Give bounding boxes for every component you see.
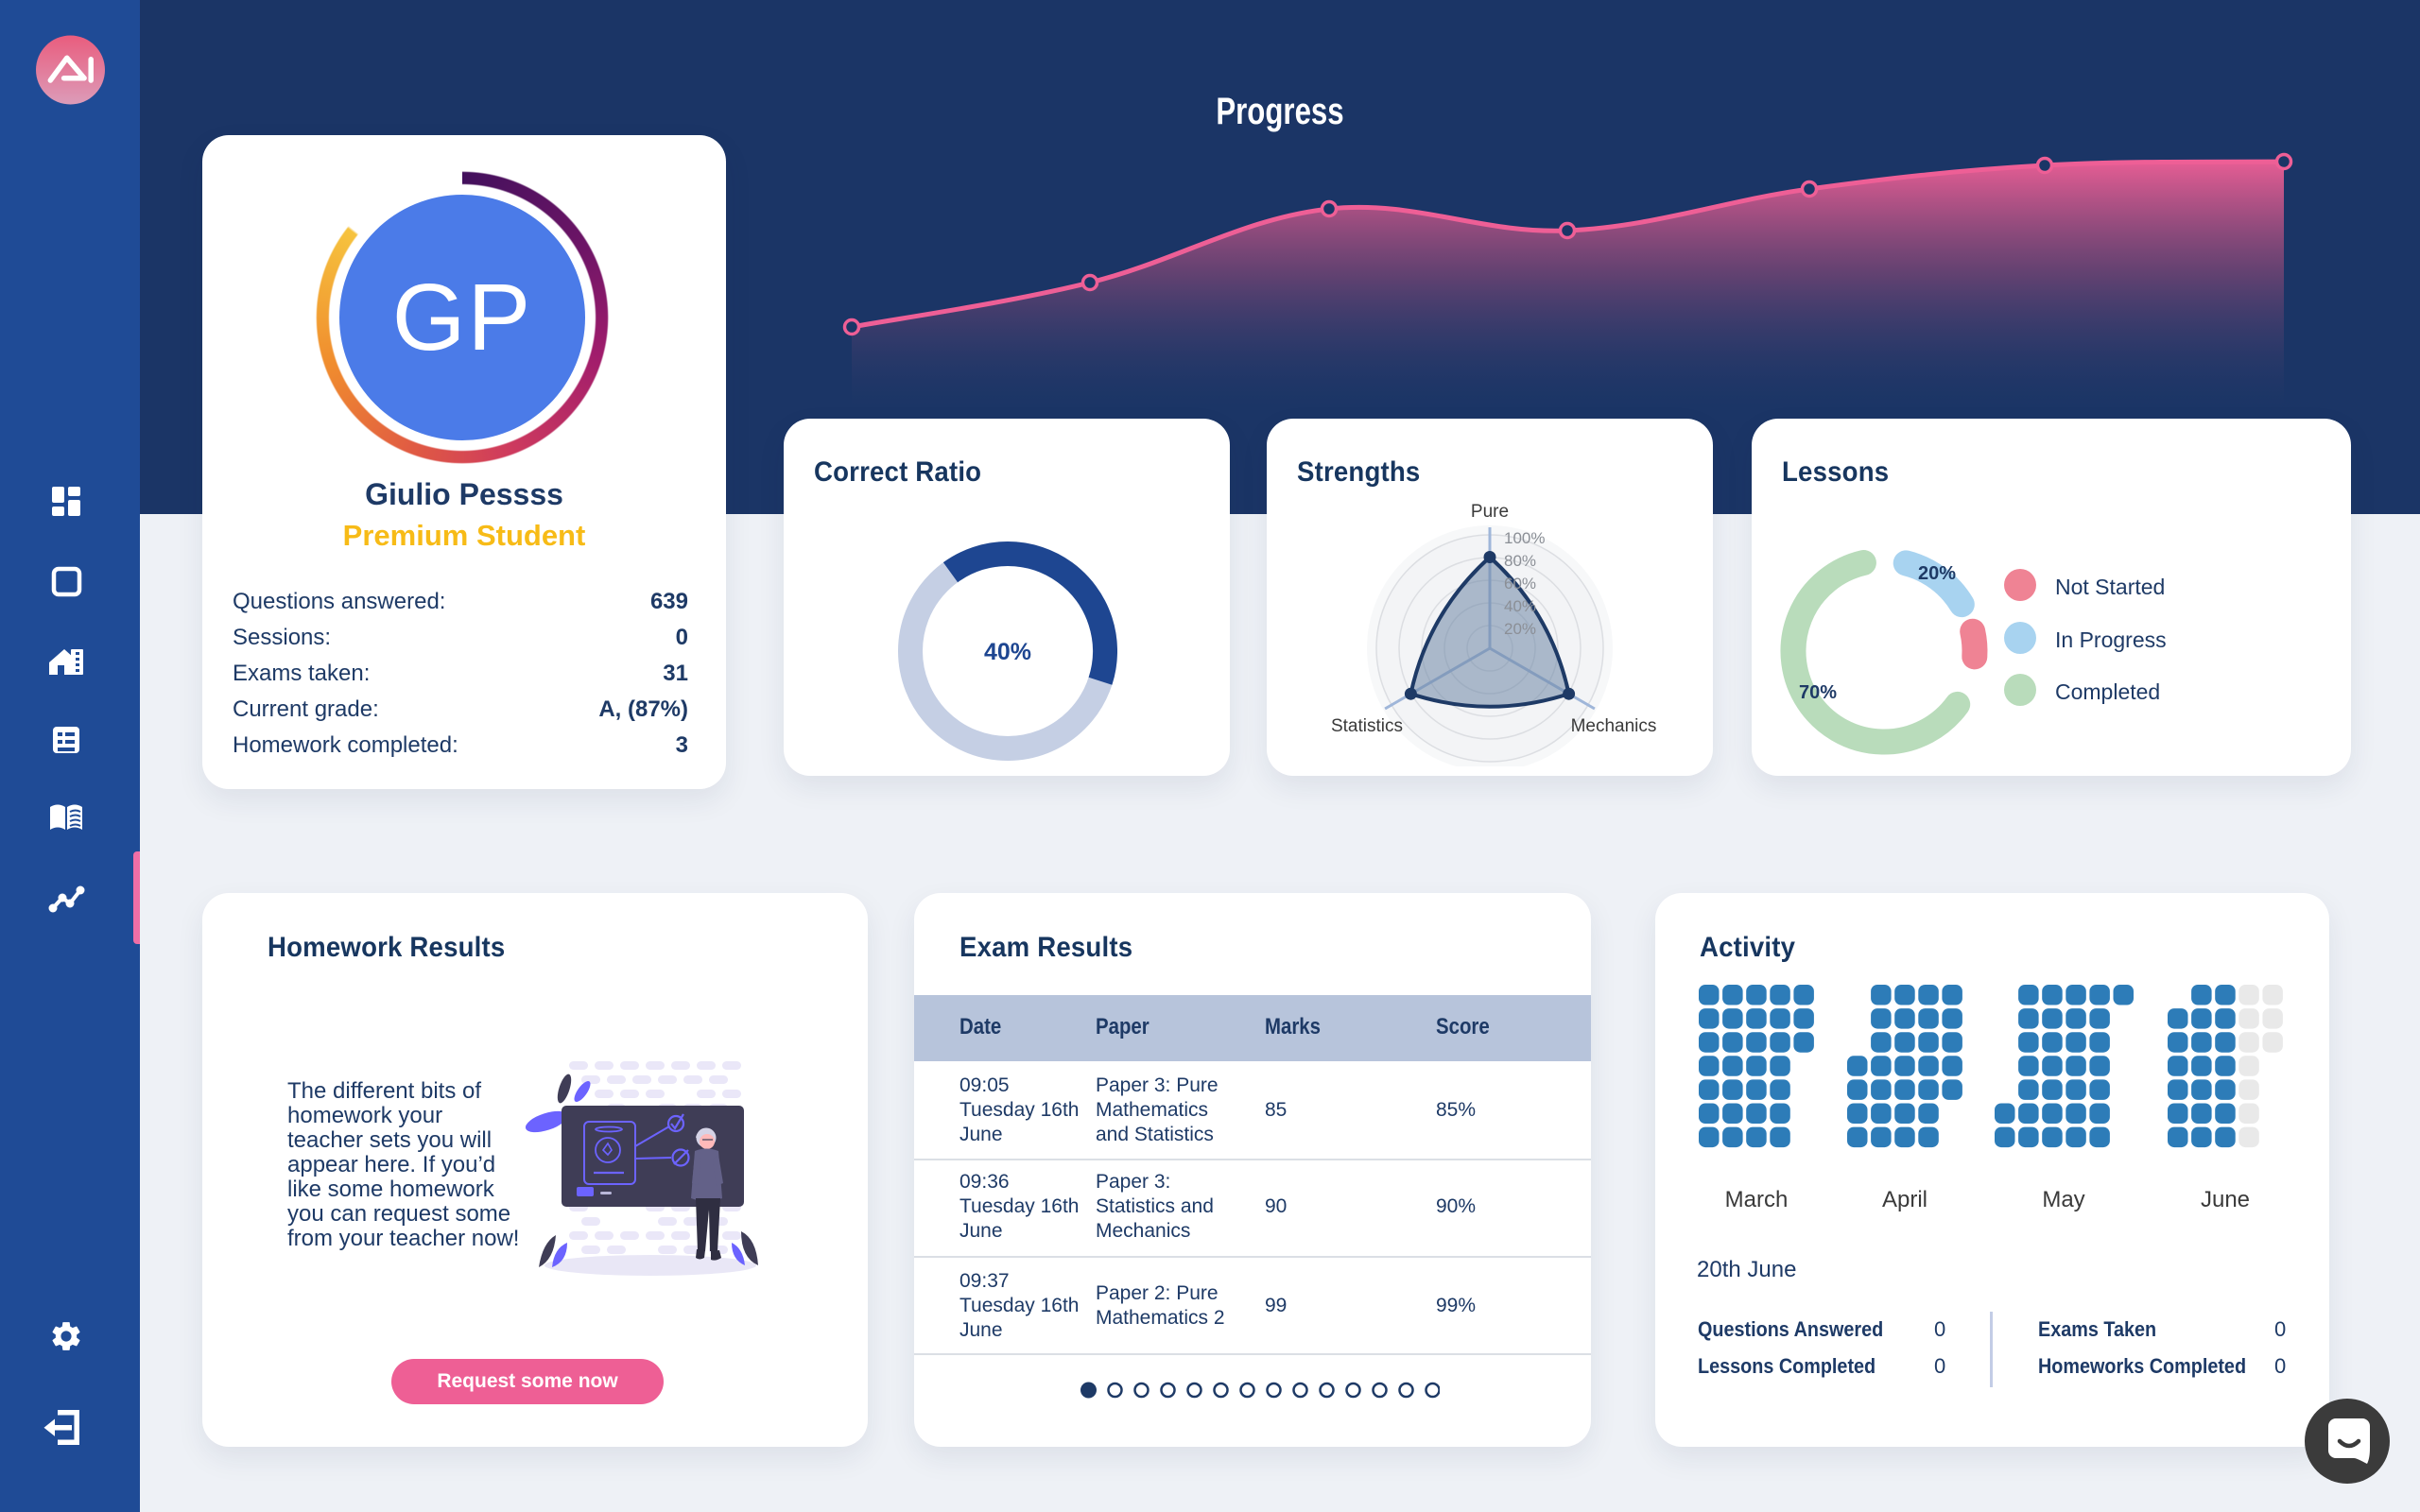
svg-text:March: March: [1725, 1187, 1789, 1212]
svg-text:Pure: Pure: [1471, 502, 1509, 522]
svg-text:70%: 70%: [1799, 682, 1837, 703]
svg-text:Statistics: Statistics: [1331, 716, 1403, 736]
svg-text:20%: 20%: [1918, 563, 1956, 584]
svg-text:20%: 20%: [1504, 620, 1536, 638]
svg-text:40%: 40%: [984, 639, 1031, 665]
svg-text:April: April: [1882, 1187, 1927, 1212]
svg-text:May: May: [2042, 1187, 2084, 1212]
svg-text:80%: 80%: [1504, 552, 1536, 570]
svg-text:Mechanics: Mechanics: [1571, 716, 1657, 736]
svg-text:60%: 60%: [1504, 575, 1536, 593]
svg-text:100%: 100%: [1504, 529, 1545, 547]
svg-text:June: June: [2201, 1187, 2250, 1212]
svg-text:40%: 40%: [1504, 597, 1536, 615]
